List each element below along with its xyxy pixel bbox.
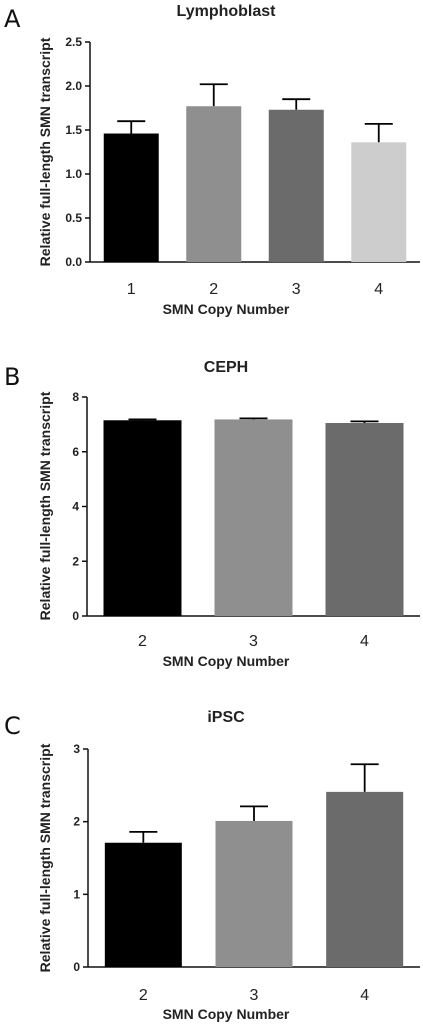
bar-1 (103, 133, 159, 262)
y-tick-label: 8 (72, 390, 79, 404)
chart-panel-a: A Lymphoblast 0.0 0.5 1.0 1.5 2.0 2.5 1 2 3 4 SMN Co… (4, 3, 420, 317)
bar-2 (186, 106, 242, 263)
x-tick-label: 3 (292, 281, 301, 298)
x-tick-label: 4 (360, 633, 369, 650)
y-axis-label: Relative full-length SMN transcript (37, 37, 53, 266)
bar-4 (326, 791, 404, 967)
chart-title: Lymphoblast (177, 3, 277, 20)
x-tick-label: 3 (249, 633, 258, 650)
bar-4 (325, 423, 404, 616)
y-tick-label: 0.5 (65, 211, 82, 225)
bar-2 (104, 842, 182, 967)
chart-title: iPSC (207, 709, 245, 726)
y-tick-label: 2 (73, 815, 80, 829)
bar-3 (214, 419, 293, 616)
y-tick-label: 1 (73, 887, 80, 901)
y-tick-label: 0 (72, 609, 79, 623)
x-axis-label: SMN Copy Number (163, 653, 290, 669)
bar-4 (351, 142, 407, 262)
x-tick-label: 1 (127, 281, 136, 298)
x-axis-label: SMN Copy Number (163, 1006, 290, 1022)
x-tick-label: 2 (138, 633, 147, 650)
panel-letter: C (4, 712, 21, 740)
y-tick-label: 2 (72, 554, 79, 568)
x-tick-label: 4 (360, 987, 369, 1004)
y-axis-label: Relative full-length SMN transcript (37, 743, 53, 972)
y-tick-label: 3 (73, 742, 80, 756)
y-tick-label: 0 (73, 960, 80, 974)
x-tick-label: 4 (374, 281, 383, 298)
y-tick-label: 1.5 (65, 123, 82, 137)
y-tick-label: 2.0 (65, 79, 82, 93)
chart-panel-b: B CEPH 0 2 4 6 8 2 3 4 SMN Copy Number Relative ful… (4, 359, 420, 669)
y-tick-label: 2.5 (65, 35, 82, 49)
chart-title: CEPH (204, 359, 248, 376)
x-axis-label: SMN Copy Number (163, 301, 290, 317)
y-tick-label: 4 (72, 500, 79, 514)
bar-3 (215, 820, 293, 967)
y-tick-label: 0.0 (65, 255, 82, 269)
y-tick-label: 6 (72, 445, 79, 459)
x-tick-label: 2 (139, 987, 148, 1004)
panel-letter: A (4, 5, 21, 33)
bar-3 (268, 109, 324, 262)
y-tick-label: 1.0 (65, 167, 82, 181)
panel-letter: B (4, 363, 20, 391)
y-axis-label: Relative full-length SMN transcript (37, 391, 53, 620)
x-tick-label: 3 (250, 987, 259, 1004)
x-tick-label: 2 (209, 281, 218, 298)
bar-2 (103, 420, 182, 616)
